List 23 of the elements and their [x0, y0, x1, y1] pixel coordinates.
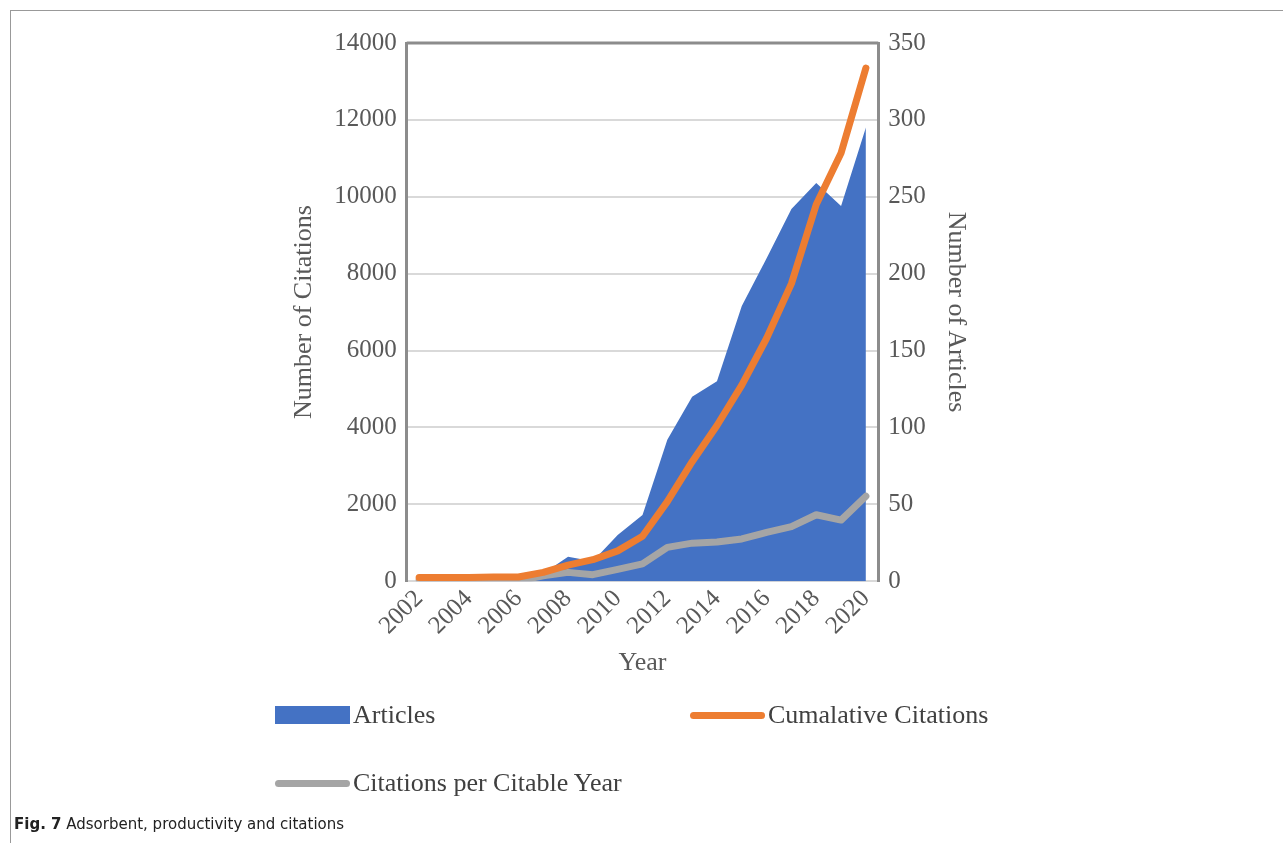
y2-tick-label: 300: [888, 104, 926, 132]
y-tick-label: 12000: [334, 104, 397, 132]
y2-tick-label: 250: [888, 181, 926, 209]
y-tick-label: 2000: [346, 488, 397, 516]
y-tick-label: 8000: [346, 258, 397, 286]
y-tick-label: 14000: [334, 27, 397, 55]
legend-label: Citations per Citable Year: [353, 768, 622, 798]
y-tick-label: 4000: [346, 412, 397, 440]
y2-tick-label: 0: [888, 565, 901, 593]
y2-tick-label: 350: [888, 27, 926, 55]
y2-tick-label: 200: [888, 258, 926, 286]
y2-tick-label: 100: [888, 412, 926, 440]
y2-tick-label: 50: [888, 488, 914, 516]
y-axis-title: Number of Citations: [288, 205, 318, 419]
caption: Fig. 7 Adsorbent, productivity and citations: [14, 815, 345, 833]
y2-tick-label: 150: [888, 335, 926, 363]
y-tick-label: 0: [384, 565, 397, 593]
y-tick-label: 6000: [346, 335, 397, 363]
legend-label: Articles: [353, 700, 436, 730]
y2-axis-title: Number of Articles: [942, 211, 972, 413]
y-tick-label: 10000: [334, 181, 397, 209]
x-axis-title: Year: [618, 647, 667, 677]
legend-label: Cumalative Citations: [768, 700, 989, 730]
